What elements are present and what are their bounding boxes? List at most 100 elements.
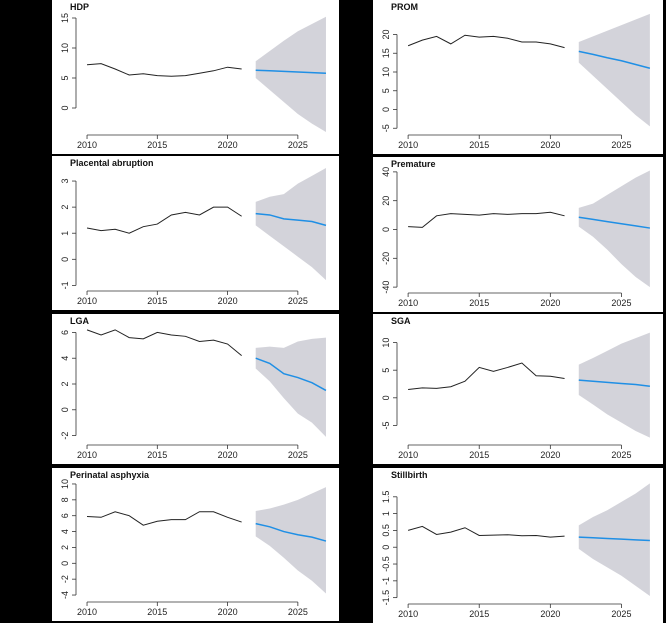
x-tick-label: 2015 — [147, 140, 167, 150]
x-tick-label: 2010 — [77, 296, 97, 306]
y-tick-label: 10 — [60, 479, 70, 489]
observed-line — [408, 362, 565, 391]
y-tick-label: 20 — [381, 196, 391, 206]
observed-line — [407, 34, 565, 49]
forecast-line — [255, 522, 327, 542]
panel-placental-abruption: Placental abruption 2010 2015 2020 2025 -1 0 1 2… — [52, 156, 339, 310]
x-tick-label: 2020 — [218, 296, 238, 306]
y-tick-label: 5 — [60, 75, 70, 80]
chart-title: PROM — [391, 2, 418, 12]
forecast-line — [578, 216, 651, 229]
y-tick-label: -1.5 — [381, 590, 391, 606]
x-tick-label: 2020 — [540, 140, 560, 150]
forecast-line — [255, 69, 327, 74]
y-tick-label: 2 — [60, 545, 70, 550]
confidence-band — [578, 13, 650, 127]
x-tick-label: 2015 — [469, 609, 489, 619]
y-tick-label: 20 — [381, 29, 391, 39]
y-tick-label: 0 — [60, 105, 70, 110]
x-tick-label: 2025 — [288, 607, 308, 617]
y-tick-label: 1 — [381, 511, 391, 516]
y-tick-label: 8 — [60, 497, 70, 502]
chart-title: LGA — [70, 316, 89, 326]
y-tick-label: 15 — [381, 48, 391, 58]
panel-premature: Premature 2010 2015 2020 2025 -40 -20 0 20 40 — [373, 157, 663, 312]
y-tick-label: 10 — [381, 67, 391, 77]
y-tick-label: 10 — [60, 43, 70, 53]
chart-sga: SGA 2010 2015 2020 2025 -5 0 5 10 — [381, 316, 650, 460]
forecast-line — [578, 50, 651, 69]
y-tick-label: 0 — [381, 545, 391, 550]
x-tick-label: 2025 — [611, 140, 631, 150]
x-tick-label: 2010 — [398, 450, 418, 460]
confidence-band — [255, 487, 326, 594]
confidence-band — [255, 16, 326, 132]
chart-title: Perinatal asphyxia — [70, 470, 150, 480]
y-tick-label: 0 — [60, 407, 70, 412]
y-tick-label: 0 — [381, 395, 391, 400]
panel-lga: LGA 2010 2015 2020 2025 -2 0 2 4 6 — [52, 314, 339, 464]
panel-stillbirth: Stillbirth 2010 2015 2020 2025 -1.5 -1 -0.5 0 0.5… — [373, 468, 663, 623]
y-tick-label: 1.5 — [381, 491, 391, 504]
panel-sga: SGA 2010 2015 2020 2025 -5 0 5 10 — [373, 314, 663, 464]
x-tick-label: 2015 — [469, 140, 489, 150]
confidence-band — [255, 168, 326, 281]
y-tick-label: 2 — [60, 205, 70, 210]
chart-placental-abruption: Placental abruption 2010 2015 2020 2025 -1 0 1 2… — [60, 158, 327, 306]
x-tick-label: 2025 — [611, 450, 631, 460]
y-tick-label: 3 — [60, 179, 70, 184]
y-tick-label: -1 — [60, 281, 70, 289]
forecast-line — [255, 212, 327, 227]
x-tick-label: 2025 — [288, 450, 308, 460]
y-tick-label: -4 — [60, 591, 70, 599]
chart-title: Placental abruption — [70, 158, 154, 168]
y-tick-label: 6 — [60, 513, 70, 518]
observed-line — [86, 206, 242, 234]
y-tick-label: 40 — [381, 167, 391, 177]
forecast-line — [578, 379, 650, 387]
y-tick-label: 4 — [60, 356, 70, 361]
y-tick-label: 0 — [60, 561, 70, 566]
x-tick-label: 2010 — [398, 140, 418, 150]
confidence-band — [255, 337, 326, 437]
x-tick-label: 2010 — [77, 140, 97, 150]
panel-prom: PROM 2010 2015 2020 2025 -5 0 5 10 15 20 — [373, 0, 663, 154]
confidence-band — [578, 483, 650, 596]
y-tick-label: -20 — [381, 252, 391, 265]
x-tick-label: 2025 — [611, 298, 631, 308]
x-tick-label: 2015 — [147, 296, 167, 306]
chart-hdp: HDP 2010 2015 2020 2025 0 5 10 15 — [60, 2, 327, 150]
x-tick-label: 2010 — [77, 450, 97, 460]
panel-hdp: HDP 2010 2015 2020 2025 0 5 10 15 — [52, 0, 339, 154]
x-tick-label: 2010 — [398, 609, 418, 619]
x-tick-label: 2015 — [469, 450, 489, 460]
x-tick-label: 2015 — [147, 607, 167, 617]
y-tick-label: 4 — [60, 529, 70, 534]
y-tick-label: -5 — [381, 421, 391, 429]
chart-stillbirth: Stillbirth 2010 2015 2020 2025 -1.5 -1 -0.5 0 0.5… — [381, 470, 650, 619]
forecast-line — [578, 536, 650, 542]
y-tick-label: 0 — [60, 257, 70, 262]
observed-line — [407, 525, 565, 538]
y-tick-label: -0.5 — [381, 556, 391, 572]
chart-title: Premature — [391, 159, 436, 169]
y-tick-label: 0 — [381, 107, 391, 112]
y-tick-label: 5 — [381, 88, 391, 93]
y-tick-label: -40 — [381, 281, 391, 294]
y-tick-label: 0.5 — [381, 524, 391, 537]
x-tick-label: 2015 — [147, 450, 167, 460]
x-tick-label: 2010 — [77, 607, 97, 617]
y-tick-label: -1 — [381, 577, 391, 585]
x-tick-label: 2010 — [398, 298, 418, 308]
chart-title: SGA — [391, 316, 411, 326]
x-tick-label: 2020 — [218, 140, 238, 150]
y-tick-label: 10 — [381, 338, 391, 348]
x-tick-label: 2020 — [540, 609, 560, 619]
y-tick-label: -2 — [60, 432, 70, 440]
x-tick-label: 2025 — [288, 296, 308, 306]
chart-lga: LGA 2010 2015 2020 2025 -2 0 2 4 6 — [60, 316, 327, 460]
y-tick-label: 1 — [60, 231, 70, 236]
observed-line — [86, 511, 242, 526]
confidence-band — [578, 170, 650, 288]
y-tick-label: -2 — [60, 575, 70, 583]
